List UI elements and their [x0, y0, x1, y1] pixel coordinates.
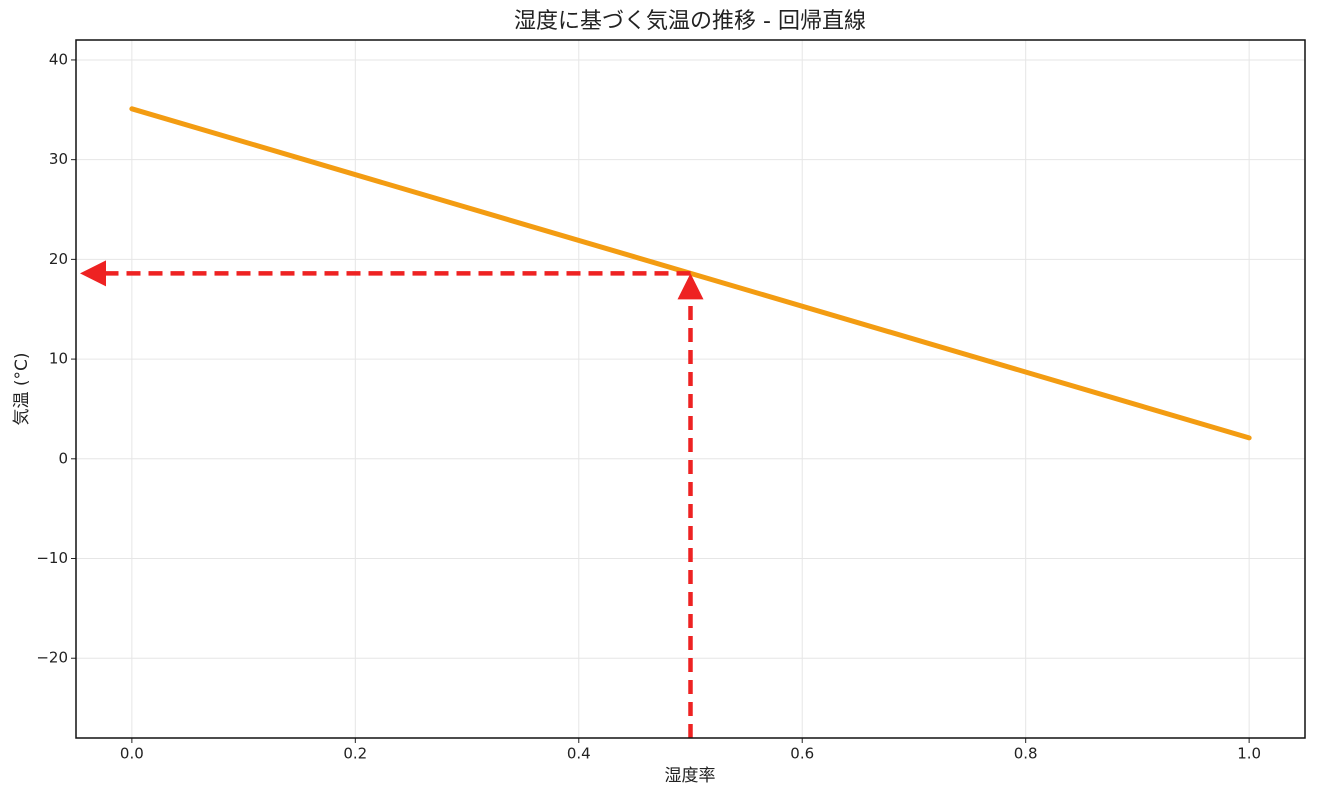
- plot-frame: [75, 39, 1306, 739]
- x-tick-label: 0.2: [343, 745, 367, 763]
- y-tick-label: −20: [36, 649, 68, 667]
- y-tick-label: 40: [49, 50, 68, 68]
- x-tick-label: 0.0: [120, 745, 144, 763]
- y-tick-label: 10: [49, 350, 68, 368]
- x-tick-label: 0.8: [1014, 745, 1038, 763]
- y-tick-label: 20: [49, 250, 68, 268]
- y-tick-label: 0: [58, 449, 68, 467]
- y-axis-label: 気温 (°C): [12, 352, 32, 425]
- x-tick-label: 0.6: [790, 745, 814, 763]
- y-tick-label: 30: [49, 150, 68, 168]
- x-axis-label: 湿度率: [665, 766, 716, 786]
- annotation-arrowhead: [80, 260, 106, 287]
- regression-line: [129, 106, 1252, 441]
- annotation-arrowhead: [677, 273, 704, 300]
- x-tick-label: 1.0: [1237, 745, 1261, 763]
- chart-title: 湿度に基づく気温の推移 - 回帰直線: [514, 9, 866, 34]
- x-tick-label: 0.4: [567, 745, 591, 763]
- y-tick-label: −10: [36, 549, 68, 567]
